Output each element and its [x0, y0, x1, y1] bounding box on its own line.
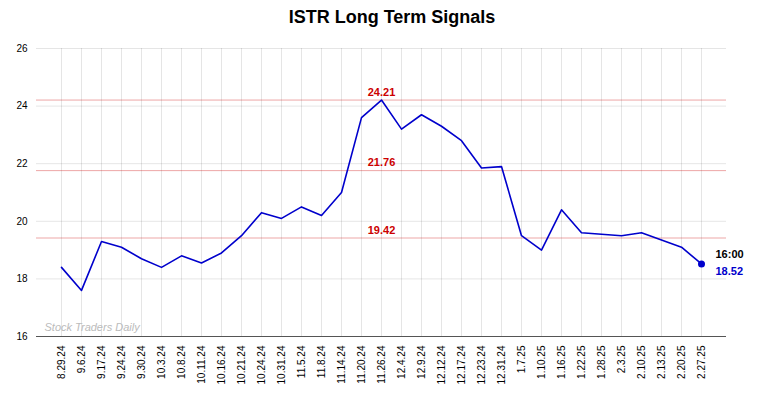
svg-text:16:00: 16:00 [716, 248, 744, 260]
svg-text:9.24.24: 9.24.24 [116, 345, 127, 379]
svg-text:12.9.24: 12.9.24 [416, 345, 427, 379]
svg-text:1.22.25: 1.22.25 [576, 345, 587, 379]
svg-text:21.76: 21.76 [368, 156, 396, 168]
svg-text:11.26.24: 11.26.24 [376, 345, 387, 384]
svg-text:12.4.24: 12.4.24 [396, 345, 407, 379]
svg-text:9.30.24: 9.30.24 [136, 345, 147, 379]
svg-text:11.20.24: 11.20.24 [356, 345, 367, 384]
svg-text:10.21.24: 10.21.24 [236, 345, 247, 384]
svg-text:2.3.25: 2.3.25 [616, 345, 627, 373]
svg-text:12.12.24: 12.12.24 [436, 345, 447, 384]
svg-text:20: 20 [16, 216, 28, 227]
svg-text:9.6.24: 9.6.24 [76, 345, 87, 373]
svg-text:1.7.25: 1.7.25 [516, 345, 527, 373]
svg-text:1.16.25: 1.16.25 [556, 345, 567, 379]
svg-text:12.31.24: 12.31.24 [496, 345, 507, 384]
svg-text:8.29.24: 8.29.24 [56, 345, 67, 379]
svg-text:2.13.25: 2.13.25 [656, 345, 667, 379]
svg-text:12.23.24: 12.23.24 [476, 345, 487, 384]
svg-text:26: 26 [16, 43, 28, 54]
svg-text:24: 24 [16, 100, 28, 111]
svg-text:10.11.24: 10.11.24 [196, 345, 207, 384]
svg-text:10.31.24: 10.31.24 [276, 345, 287, 384]
svg-text:18.52: 18.52 [716, 265, 744, 277]
svg-text:9.17.24: 9.17.24 [96, 345, 107, 379]
html-text:ISTR Long Term Signals: ISTR Long Term Signals [288, 7, 496, 27]
svg-text:12.17.24: 12.17.24 [456, 345, 467, 384]
svg-text:1.10.25: 1.10.25 [536, 345, 547, 379]
svg-text:10.8.24: 10.8.24 [176, 345, 187, 379]
svg-text:19.42: 19.42 [368, 224, 396, 236]
svg-text:11.14.24: 11.14.24 [336, 345, 347, 384]
svg-text:2.10.25: 2.10.25 [636, 345, 647, 379]
svg-text:2.27.25: 2.27.25 [696, 345, 707, 379]
svg-text:11.8.24: 11.8.24 [316, 345, 327, 378]
svg-text:18: 18 [16, 273, 28, 284]
svg-text:22: 22 [16, 158, 28, 169]
svg-text:10.3.24: 10.3.24 [156, 345, 167, 379]
svg-text:11.5.24: 11.5.24 [296, 345, 307, 378]
svg-text:10.24.24: 10.24.24 [256, 345, 267, 384]
svg-text:1.28.25: 1.28.25 [596, 345, 607, 379]
svg-text:16: 16 [16, 331, 28, 342]
svg-text:24.21: 24.21 [368, 86, 396, 98]
svg-text:2.20.25: 2.20.25 [676, 345, 687, 379]
svg-text:10.16.24: 10.16.24 [216, 345, 227, 384]
svg-text:Stock Traders Daily: Stock Traders Daily [45, 321, 142, 333]
